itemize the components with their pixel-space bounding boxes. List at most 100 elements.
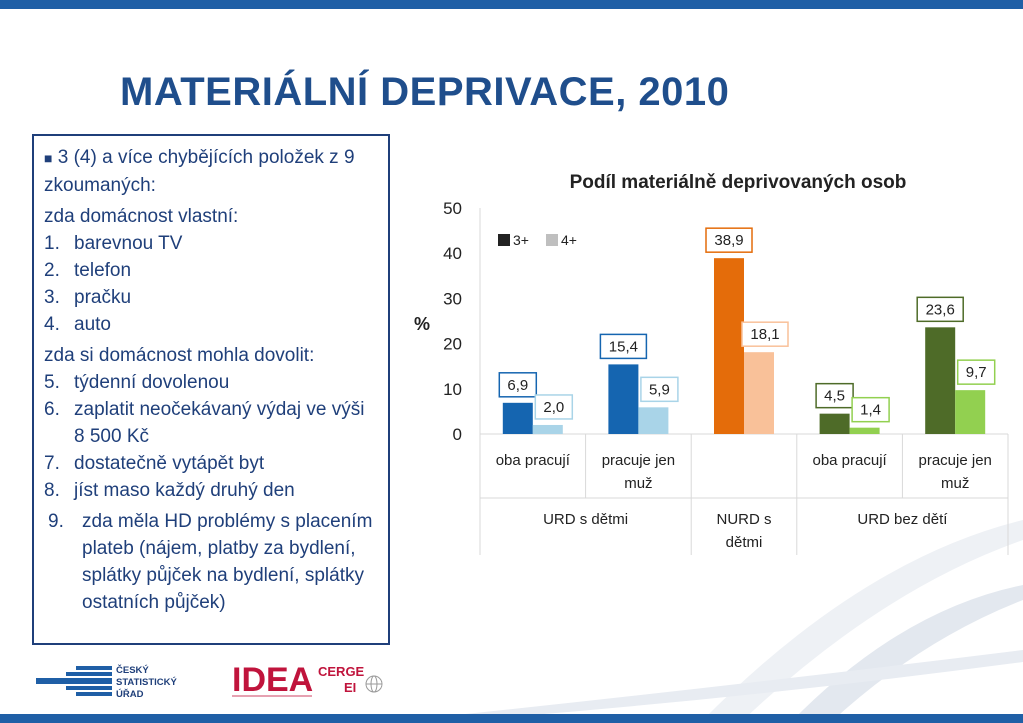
idea-wordmark: IDEA (232, 661, 313, 699)
data-label: 38,9 (714, 232, 743, 249)
legend-swatch (498, 234, 510, 246)
csu-logo-line: ČESKÝ (116, 664, 149, 676)
item-text: zaplatit neočekávaný výdaj ve výši 8 500… (74, 399, 365, 447)
x-category-label: muž (624, 475, 652, 492)
item-text: týdenní dovolenou (74, 372, 230, 393)
item-number: 9. (48, 511, 64, 532)
item-number: 5. (44, 372, 60, 393)
ei-wordmark: EI (344, 680, 356, 695)
list-item: 7. dostatečně vytápět byt (44, 450, 378, 477)
list-item: 8. jíst maso každý druhý den (44, 477, 378, 504)
item-number: 8. (44, 480, 60, 501)
list-item: 4. auto (44, 311, 378, 338)
data-label: 18,1 (750, 326, 779, 343)
x-category-label: oba pracují (496, 452, 571, 469)
data-label-box (956, 359, 996, 385)
definition-box: ■ 3 (4) a více chybějících položek z 9 z… (32, 134, 390, 645)
bar (849, 427, 880, 434)
list-item: 9. zda měla HD problémy s placením plateb… (44, 508, 378, 616)
item-text: zda měla HD problémy s placením plateb (… (82, 511, 373, 613)
x-category-label: oba pracují (812, 452, 887, 469)
bottom-frame-bar (0, 714, 1023, 723)
legend-label: 4+ (561, 232, 577, 248)
bar (955, 390, 986, 434)
data-label: 1,4 (860, 402, 881, 419)
x-category-label: muž (941, 475, 969, 492)
data-label: 15,4 (609, 338, 638, 355)
list-item: 6. zaplatit neočekávaný výdaj ve výši 8 5… (44, 396, 378, 450)
item-text: auto (74, 314, 111, 335)
data-label-box (599, 333, 648, 360)
idea-logo: IDEA CERGE EI (232, 661, 383, 699)
data-label-box (851, 396, 890, 423)
bar (638, 407, 669, 434)
bar (925, 327, 956, 434)
top-frame-bar (0, 0, 1023, 9)
data-label-box (705, 227, 753, 253)
owns-list: 1. barevnou TV 2. telefon 3. pračku 4. auto (44, 230, 378, 338)
globe-icon (365, 675, 383, 693)
x-category-label: pracuje jen (602, 452, 675, 469)
intro-label: 3 (4) a více chybějících položek z 9 zko… (44, 147, 355, 196)
csu-logo-line: STATISTICKÝ (116, 676, 178, 688)
item-number: 6. (44, 399, 60, 420)
data-label-box (498, 372, 538, 398)
y-tick-label: 30 (443, 289, 462, 308)
cerge-wordmark: CERGE (318, 664, 365, 679)
bar (608, 364, 639, 434)
y-axis-label: % (414, 314, 430, 334)
csu-logo: ČESKÝ STATISTICKÝ ÚŘAD (36, 664, 178, 700)
x-group-label: dětmi (726, 534, 763, 551)
data-label: 5,9 (649, 381, 670, 398)
bar (714, 258, 744, 434)
list-item: 1. barevnou TV (44, 230, 378, 257)
item-text: pračku (74, 287, 132, 308)
item-text: barevnou TV (74, 233, 183, 254)
afford-list: 5. týdenní dovolenou 6. zaplatit neočekáva… (44, 369, 378, 504)
item-text: telefon (74, 260, 132, 281)
legend-label: 3+ (513, 232, 529, 248)
legend-swatch (546, 234, 558, 246)
item-number: 3. (44, 287, 60, 308)
slide-title: MATERIÁLNÍ DEPRIVACE, 2010 (120, 70, 730, 114)
square-bullet-icon: ■ (44, 150, 53, 166)
item-number: 4. (44, 314, 60, 335)
y-tick-label: 20 (443, 335, 462, 354)
list-item: 3. pračku (44, 284, 378, 311)
data-label-box (815, 382, 854, 409)
y-tick-label: 10 (443, 380, 462, 399)
bar (744, 352, 774, 434)
idea-tagline-line (232, 695, 312, 697)
data-label-box (916, 296, 964, 323)
data-label-box (741, 321, 789, 347)
x-group-label: NURD s (717, 511, 772, 528)
y-tick-label: 50 (443, 199, 462, 218)
bar (532, 424, 563, 434)
csu-logo-line: ÚŘAD (116, 688, 144, 700)
afford-heading: zda si domácnost mohla dovolit: (44, 345, 315, 366)
data-label: 6,9 (507, 377, 528, 394)
x-category-label: pracuje jen (919, 452, 992, 469)
item-number: 7. (44, 453, 60, 474)
data-label: 2,0 (543, 399, 564, 416)
data-label-box (640, 376, 679, 403)
list-item: 5. týdenní dovolenou (44, 369, 378, 396)
data-label: 9,7 (966, 364, 987, 381)
bar (819, 413, 850, 434)
list-item: 2. telefon (44, 257, 378, 284)
data-label-box (534, 394, 574, 420)
csu-stripes-icon (36, 666, 112, 696)
item-number: 2. (44, 260, 60, 281)
x-group-label: URD s dětmi (543, 511, 628, 528)
intro-text: ■ 3 (4) a více chybějících položek z 9 z… (44, 144, 378, 199)
owns-heading: zda domácnost vlastní: (44, 206, 239, 227)
item-text: jíst maso každý druhý den (74, 480, 295, 501)
y-tick-label: 40 (443, 244, 462, 263)
data-label: 4,5 (824, 388, 845, 405)
item-text: dostatečně vytápět byt (74, 453, 265, 474)
data-label: 23,6 (926, 301, 955, 318)
bar (502, 402, 533, 434)
x-group-label: URD bez dětí (857, 511, 948, 528)
